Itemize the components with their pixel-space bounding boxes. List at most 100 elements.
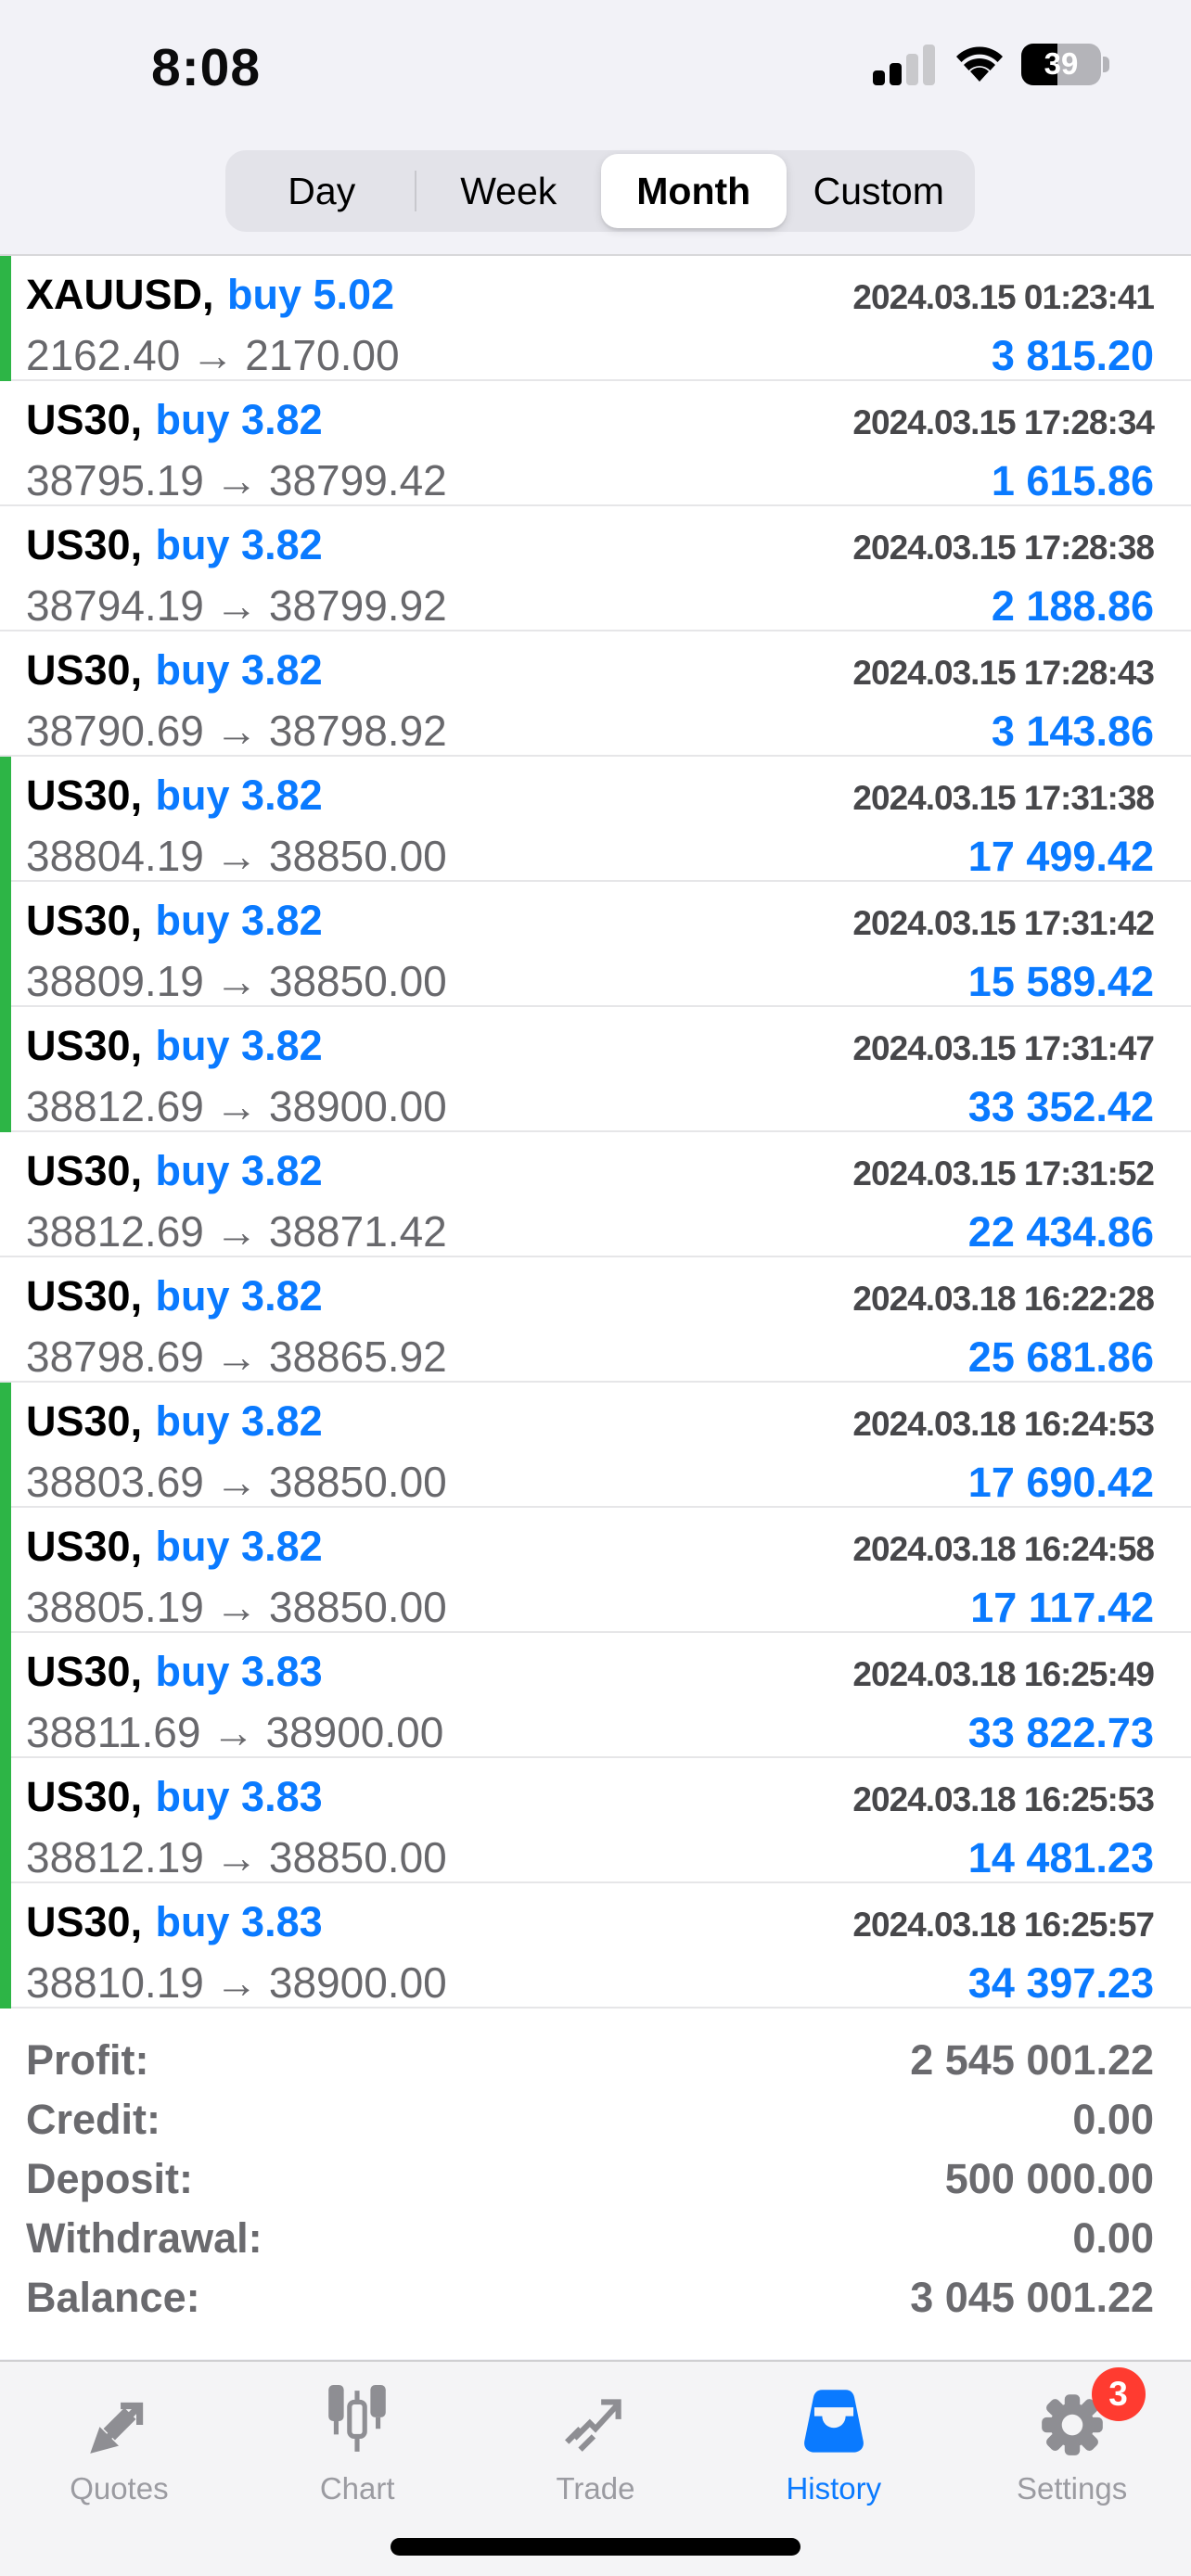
history-row[interactable]: US30, buy 3.82 2024.03.18 16:24:58 38805… xyxy=(0,1508,1191,1633)
tab-history[interactable]: History xyxy=(714,2362,953,2576)
history-row[interactable]: US30, buy 3.82 2024.03.18 16:22:28 38798… xyxy=(0,1257,1191,1383)
history-row[interactable]: US30, buy 3.83 2024.03.18 16:25:57 38810… xyxy=(0,1883,1191,2009)
history-row[interactable]: US30, buy 3.82 2024.03.18 16:24:53 38803… xyxy=(0,1383,1191,1508)
arrow-right-icon: → xyxy=(214,581,258,630)
summary-label: Profit: xyxy=(26,2036,149,2084)
tab-chart[interactable]: Chart xyxy=(238,2362,477,2576)
chart-icon xyxy=(328,2385,386,2452)
arrow-right-icon: → xyxy=(211,1708,255,1756)
trade-datetime: 2024.03.18 16:25:53 xyxy=(852,1780,1155,1818)
arrow-right-icon: → xyxy=(214,1207,258,1256)
trade-datetime: 2024.03.18 16:22:28 xyxy=(852,1280,1155,1318)
close-price: 38850.00 xyxy=(268,1458,447,1506)
trade-profit: 17 690.42 xyxy=(967,1459,1154,1506)
tab-trade-label: Trade xyxy=(556,2471,635,2506)
segment-day[interactable]: Day xyxy=(229,154,415,228)
trade-title: US30, buy 3.82 xyxy=(26,1147,323,1195)
open-price: 38811.69 xyxy=(26,1708,201,1756)
history-row[interactable]: XAUUSD, buy 5.02 2024.03.15 01:23:41 216… xyxy=(0,256,1191,381)
summary-row: Deposit: 500 000.00 xyxy=(26,2149,1154,2209)
home-indicator[interactable] xyxy=(391,2538,800,2556)
symbol-label: US30, xyxy=(26,396,143,443)
trade-datetime: 2024.03.15 17:31:47 xyxy=(852,1029,1155,1067)
symbol-label: US30, xyxy=(26,1898,143,1945)
trade-profit: 17 117.42 xyxy=(970,1584,1154,1631)
segment-custom[interactable]: Custom xyxy=(787,154,972,228)
trade-datetime: 2024.03.15 01:23:41 xyxy=(852,278,1155,316)
symbol-label: US30, xyxy=(26,1147,143,1194)
trade-title: US30, buy 3.82 xyxy=(26,521,323,569)
symbol-label: US30, xyxy=(26,1523,143,1570)
symbol-label: US30, xyxy=(26,897,143,944)
trade-side-volume: buy 3.82 xyxy=(155,646,323,694)
summary-row: Balance: 3 045 001.22 xyxy=(26,2268,1154,2327)
trade-prices: 2162.40 → 2170.00 xyxy=(26,330,400,380)
close-price: 38799.92 xyxy=(268,581,447,630)
close-price: 38865.92 xyxy=(268,1333,447,1381)
summary-value: 0.00 xyxy=(1072,2096,1154,2143)
tab-history-label: History xyxy=(786,2471,882,2506)
trade-prices: 38812.69 → 38871.42 xyxy=(26,1206,447,1256)
trade-prices: 38812.69 → 38900.00 xyxy=(26,1081,447,1131)
trade-profit: 2 188.86 xyxy=(991,582,1154,630)
trade-profit: 3 815.20 xyxy=(991,332,1154,379)
open-price: 38812.19 xyxy=(26,1833,204,1881)
segment-month[interactable]: Month xyxy=(601,154,787,228)
symbol-label: US30, xyxy=(26,1648,143,1695)
close-price: 38900.00 xyxy=(265,1708,444,1756)
symbol-label: US30, xyxy=(26,772,143,819)
history-row[interactable]: US30, buy 3.82 2024.03.15 17:31:42 38809… xyxy=(0,882,1191,1007)
history-row[interactable]: US30, buy 3.82 2024.03.15 17:28:43 38790… xyxy=(0,631,1191,757)
summary-row: Withdrawal: 0.00 xyxy=(26,2209,1154,2268)
trade-datetime: 2024.03.18 16:24:53 xyxy=(852,1405,1155,1443)
trade-profit: 34 397.23 xyxy=(967,1959,1154,2007)
symbol-label: US30, xyxy=(26,1773,143,1820)
trade-profit: 22 434.86 xyxy=(967,1208,1154,1256)
trade-title: US30, buy 3.83 xyxy=(26,1648,323,1696)
symbol-label: US30, xyxy=(26,1397,143,1445)
segment-divider xyxy=(414,171,416,211)
history-row[interactable]: US30, buy 3.82 2024.03.15 17:31:38 38804… xyxy=(0,757,1191,882)
profit-accent-bar xyxy=(0,1383,11,1508)
wifi-icon xyxy=(956,46,1003,82)
open-price: 38790.69 xyxy=(26,707,204,755)
tab-settings[interactable]: 3 Settings xyxy=(953,2362,1191,2576)
trade-title: US30, buy 3.82 xyxy=(26,396,323,444)
history-row[interactable]: US30, buy 3.82 2024.03.15 17:28:38 38794… xyxy=(0,506,1191,631)
tab-chart-label: Chart xyxy=(319,2471,395,2506)
summary-row: Profit: 2 545 001.22 xyxy=(26,2031,1154,2090)
quotes-icon xyxy=(90,2402,144,2454)
segment-month-label: Month xyxy=(636,169,751,212)
trade-prices: 38811.69 → 38900.00 xyxy=(26,1707,443,1757)
trade-side-volume: buy 3.82 xyxy=(155,396,323,443)
tab-quotes-label: Quotes xyxy=(70,2471,169,2506)
history-row[interactable]: US30, buy 3.82 2024.03.15 17:28:34 38795… xyxy=(0,381,1191,506)
trade-title: US30, buy 3.82 xyxy=(26,1272,323,1320)
open-price: 38804.19 xyxy=(26,832,204,880)
segment-week-label: Week xyxy=(460,169,557,212)
trade-profit: 1 615.86 xyxy=(991,457,1154,504)
history-row[interactable]: US30, buy 3.82 2024.03.15 17:31:47 38812… xyxy=(0,1007,1191,1132)
trade-side-volume: buy 3.83 xyxy=(155,1773,323,1820)
arrow-right-icon: → xyxy=(214,957,258,1005)
tab-quotes[interactable]: Quotes xyxy=(0,2362,238,2576)
trade-datetime: 2024.03.15 17:28:43 xyxy=(852,654,1155,692)
summary-label: Withdrawal: xyxy=(26,2214,263,2262)
trade-title: US30, buy 3.82 xyxy=(26,897,323,945)
open-price: 38812.69 xyxy=(26,1082,204,1130)
trade-side-volume: buy 3.82 xyxy=(155,521,323,568)
history-row[interactable]: US30, buy 3.83 2024.03.18 16:25:49 38811… xyxy=(0,1633,1191,1758)
trade-title: US30, buy 3.82 xyxy=(26,646,323,695)
history-row[interactable]: US30, buy 3.82 2024.03.15 17:31:52 38812… xyxy=(0,1132,1191,1257)
close-price: 38850.00 xyxy=(268,1583,447,1631)
profit-accent-bar xyxy=(0,1508,11,1633)
period-segmented-control: Day Week Month Custom xyxy=(225,150,975,232)
arrow-right-icon: → xyxy=(214,832,258,880)
history-row[interactable]: US30, buy 3.83 2024.03.18 16:25:53 38812… xyxy=(0,1758,1191,1883)
symbol-label: US30, xyxy=(26,521,143,568)
close-price: 38798.92 xyxy=(268,707,447,755)
segment-week[interactable]: Week xyxy=(416,154,602,228)
settings-badge: 3 xyxy=(1091,2367,1146,2421)
tab-trade[interactable]: Trade xyxy=(477,2362,715,2576)
trade-prices: 38804.19 → 38850.00 xyxy=(26,831,447,881)
